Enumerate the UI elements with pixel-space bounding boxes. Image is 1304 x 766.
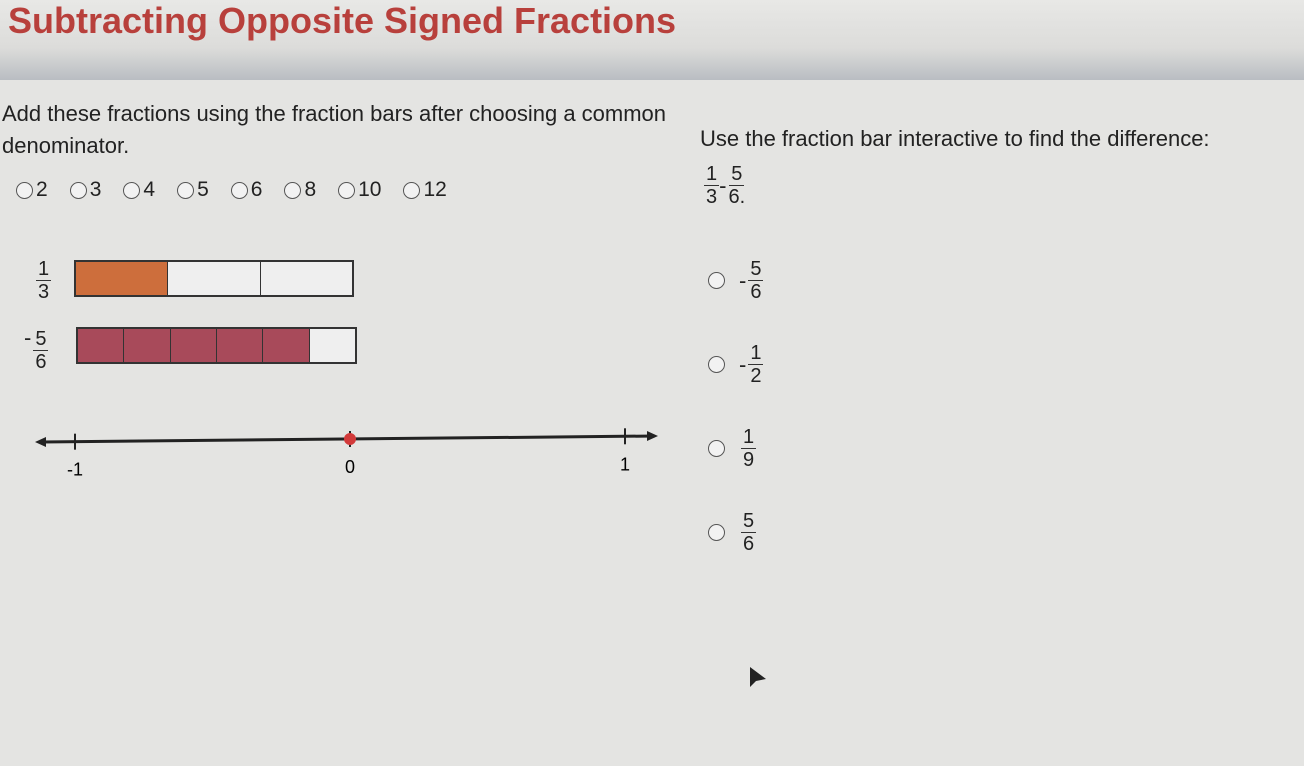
- option-label: 6: [250, 178, 263, 201]
- radio-circle[interactable]: [708, 356, 725, 373]
- denominator: 6: [750, 281, 762, 303]
- numerator: 1: [704, 163, 720, 186]
- numerator: 1: [741, 426, 757, 449]
- tick-label: -1: [67, 460, 83, 480]
- numerator: 1: [748, 342, 764, 365]
- denominator-option-8[interactable]: 8: [284, 178, 316, 202]
- denominator: 3: [706, 186, 718, 208]
- filled-cell[interactable]: [76, 262, 169, 295]
- fraction-bar-neg-five-sixths[interactable]: [76, 327, 357, 364]
- denominator-option-5[interactable]: 5: [177, 178, 209, 202]
- radio-circle[interactable]: [284, 181, 302, 199]
- denominator-option-10[interactable]: 10: [338, 178, 381, 202]
- denominator: 3: [38, 281, 50, 303]
- operator: -: [719, 172, 727, 198]
- sign: -: [739, 351, 747, 377]
- numerator: 5: [748, 258, 764, 281]
- number-line: -1 0 1: [35, 428, 658, 480]
- denominator-option-12[interactable]: 12: [403, 178, 447, 202]
- denominator: 2: [750, 365, 762, 387]
- numerator: 5: [741, 510, 757, 533]
- option-label: 10: [358, 178, 382, 201]
- option-label: 12: [423, 178, 447, 201]
- denominator-choices: 2 3 4 5 6 8 10 12: [16, 178, 447, 202]
- empty-cell[interactable]: [310, 329, 355, 362]
- empty-cell[interactable]: [168, 262, 261, 295]
- radio-circle[interactable]: [69, 181, 87, 199]
- denominator: 9: [743, 449, 755, 471]
- option-label: 3: [89, 178, 102, 201]
- left-arrow-icon: [35, 437, 46, 447]
- denominator: 6.: [728, 186, 746, 208]
- question-prompt: Use the fraction bar interactive to find…: [700, 126, 1210, 151]
- filled-cell[interactable]: [124, 329, 171, 362]
- radio-circle[interactable]: [403, 181, 421, 199]
- radio-circle[interactable]: [708, 524, 725, 541]
- header-band: Subtracting Opposite Signed Fractions: [0, 0, 1304, 80]
- filled-cell[interactable]: [263, 329, 310, 362]
- page-title: Subtracting Opposite Signed Fractions: [8, 0, 677, 41]
- radio-circle[interactable]: [123, 181, 141, 199]
- option-label: 5: [197, 178, 209, 201]
- denominator-option-6[interactable]: 6: [230, 178, 263, 202]
- denominator-option-3[interactable]: 3: [69, 178, 102, 202]
- radio-circle[interactable]: [230, 181, 248, 199]
- tick-label: 1: [620, 454, 630, 474]
- filled-cell[interactable]: [170, 329, 217, 362]
- radio-circle[interactable]: [338, 181, 356, 199]
- radio-circle[interactable]: [708, 272, 725, 289]
- numerator: 1: [36, 258, 52, 281]
- mouse-cursor-icon: [750, 667, 766, 687]
- filled-cell[interactable]: [216, 329, 264, 362]
- radio-circle[interactable]: [177, 181, 195, 199]
- instructions: Add these fractions using the fraction b…: [2, 101, 667, 158]
- sign: -: [739, 267, 747, 293]
- radio-circle[interactable]: [708, 440, 725, 457]
- draggable-point[interactable]: [344, 432, 356, 445]
- option-label: 8: [304, 178, 317, 201]
- denominator-option-4[interactable]: 4: [123, 178, 155, 202]
- option-label: 2: [36, 178, 48, 201]
- tick-label: 0: [345, 457, 355, 477]
- sign: -: [24, 325, 32, 350]
- radio-circle[interactable]: [16, 181, 33, 199]
- denominator: 6: [743, 533, 755, 555]
- numerator: 5: [33, 328, 49, 351]
- right-arrow-icon: [647, 431, 658, 441]
- empty-cell[interactable]: [261, 262, 352, 295]
- fraction-bar-one-third[interactable]: [74, 260, 354, 297]
- denominator: 6: [35, 351, 47, 373]
- filled-cell[interactable]: [78, 329, 125, 362]
- denominator-option-2[interactable]: 2: [16, 178, 48, 202]
- numerator: 5: [729, 163, 745, 186]
- option-label: 4: [143, 178, 156, 201]
